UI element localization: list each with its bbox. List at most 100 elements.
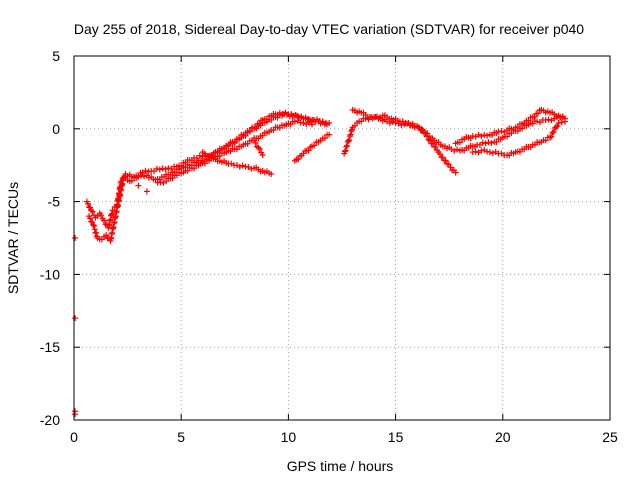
data-point bbox=[553, 124, 560, 131]
data-point bbox=[303, 121, 310, 128]
data-point bbox=[478, 147, 485, 154]
y-tick-label: -10 bbox=[40, 266, 60, 282]
data-point bbox=[91, 222, 98, 229]
data-point bbox=[369, 115, 376, 122]
data-point bbox=[91, 226, 98, 233]
data-point bbox=[138, 172, 145, 179]
data-point bbox=[345, 137, 352, 144]
data-point bbox=[422, 130, 429, 137]
data-point bbox=[550, 128, 557, 135]
data-point bbox=[89, 208, 96, 215]
data-point-outlier bbox=[72, 411, 79, 418]
data-point bbox=[156, 166, 163, 173]
data-point bbox=[525, 117, 532, 124]
data-point bbox=[162, 166, 169, 173]
data-point bbox=[308, 121, 315, 128]
data-point bbox=[84, 200, 91, 207]
data-point bbox=[554, 123, 561, 130]
x-tick-label: 15 bbox=[388, 429, 404, 445]
data-point-outlier bbox=[135, 182, 142, 189]
chart-title: Day 255 of 2018, Sidereal Day-to-day VTE… bbox=[74, 21, 584, 37]
data-point bbox=[486, 149, 493, 156]
data-points bbox=[72, 106, 568, 418]
data-point bbox=[426, 137, 433, 144]
data-point bbox=[484, 132, 491, 139]
data-point bbox=[101, 217, 108, 224]
data-point bbox=[242, 132, 249, 139]
data-point bbox=[549, 129, 556, 136]
data-point bbox=[419, 127, 426, 134]
data-point bbox=[534, 110, 541, 117]
data-point bbox=[341, 148, 348, 155]
data-point bbox=[442, 157, 449, 164]
x-tick-label: 20 bbox=[495, 429, 511, 445]
grid-lines bbox=[74, 56, 610, 420]
data-point bbox=[401, 121, 408, 128]
data-point bbox=[87, 215, 94, 222]
data-point bbox=[398, 122, 405, 129]
data-point bbox=[87, 204, 94, 211]
data-point bbox=[452, 169, 459, 176]
data-point bbox=[157, 179, 164, 186]
data-point bbox=[256, 145, 263, 152]
data-point bbox=[300, 119, 307, 126]
data-point-outlier bbox=[143, 188, 150, 195]
data-point bbox=[472, 148, 479, 155]
axis-ticks bbox=[73, 55, 611, 421]
data-point bbox=[389, 118, 396, 125]
data-point bbox=[135, 173, 142, 180]
data-point bbox=[196, 152, 203, 159]
data-point bbox=[478, 133, 485, 140]
data-point bbox=[555, 119, 562, 126]
data-point bbox=[231, 140, 238, 147]
data-point bbox=[153, 165, 160, 172]
data-point bbox=[424, 133, 431, 140]
data-point bbox=[268, 170, 275, 177]
data-point bbox=[482, 140, 489, 147]
data-point bbox=[159, 165, 166, 172]
data-point bbox=[236, 163, 243, 170]
y-tick-label: -15 bbox=[40, 339, 60, 355]
data-point bbox=[561, 118, 568, 125]
x-tick-label: 10 bbox=[281, 429, 297, 445]
data-point bbox=[386, 120, 393, 127]
x-tick-labels: 0 5 10 15 20 25 bbox=[70, 429, 618, 445]
data-point bbox=[323, 121, 330, 128]
data-point bbox=[439, 154, 446, 161]
data-point bbox=[498, 128, 505, 135]
data-point bbox=[165, 165, 172, 172]
data-point bbox=[489, 150, 496, 157]
data-point bbox=[534, 118, 541, 125]
data-point bbox=[347, 131, 354, 138]
data-point bbox=[451, 147, 458, 154]
data-point bbox=[366, 114, 373, 121]
y-tick-label: 5 bbox=[52, 48, 60, 64]
data-point-outlier bbox=[72, 315, 79, 322]
data-point bbox=[475, 131, 482, 138]
data-point bbox=[141, 173, 148, 180]
data-point bbox=[239, 162, 246, 169]
x-axis-label: GPS time / hours bbox=[287, 458, 394, 474]
x-tick-label: 0 bbox=[70, 429, 78, 445]
data-point bbox=[248, 165, 255, 172]
data-point bbox=[89, 219, 96, 226]
data-point bbox=[432, 144, 439, 151]
data-point bbox=[548, 133, 555, 140]
x-tick-label: 5 bbox=[177, 429, 185, 445]
data-point bbox=[121, 173, 128, 180]
data-point bbox=[321, 135, 328, 142]
data-point bbox=[348, 127, 355, 134]
data-point bbox=[344, 142, 351, 149]
data-point bbox=[546, 134, 553, 141]
data-point bbox=[343, 143, 350, 150]
data-point bbox=[252, 139, 259, 146]
data-point bbox=[286, 113, 293, 120]
data-point bbox=[311, 142, 318, 149]
y-tick-label: 0 bbox=[52, 121, 60, 137]
data-point bbox=[259, 152, 266, 159]
data-point bbox=[531, 113, 538, 120]
x-tick-label: 25 bbox=[602, 429, 618, 445]
data-point bbox=[289, 112, 296, 119]
data-point bbox=[291, 118, 298, 125]
plot-frame bbox=[73, 55, 611, 421]
